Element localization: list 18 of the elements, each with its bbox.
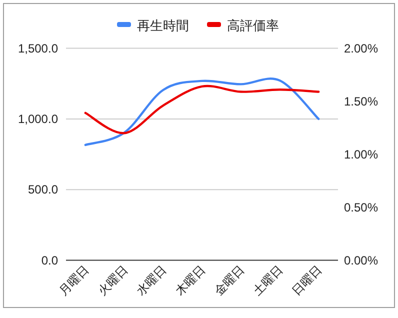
x-tick-label: 土曜日 [250, 262, 286, 298]
y-tick-label: 1,500.0 [18, 41, 58, 56]
legend-label: 高評価率 [227, 18, 279, 33]
x-tick-label: 木曜日 [172, 262, 208, 298]
y2-tick-label: 0.50% [344, 200, 378, 214]
y2-tick-label: 2.00% [344, 41, 378, 56]
legend-label: 再生時間 [137, 18, 189, 33]
x-tick-label: 月曜日 [56, 262, 92, 298]
y-tick-label: 0.0 [41, 253, 58, 268]
y2-tick-label: 1.00% [344, 147, 378, 162]
x-tick-label: 水曜日 [134, 262, 170, 298]
x-tick-label: 火曜日 [95, 262, 130, 298]
x-tick-label: 金曜日 [212, 262, 247, 298]
y2-tick-label: 0.00% [344, 253, 378, 268]
x-tick-label: 日曜日 [289, 262, 325, 298]
y-tick-label: 1,000.0 [18, 112, 58, 126]
y-tick-label: 500.0 [28, 182, 58, 197]
y2-tick-label: 1.50% [344, 94, 378, 108]
